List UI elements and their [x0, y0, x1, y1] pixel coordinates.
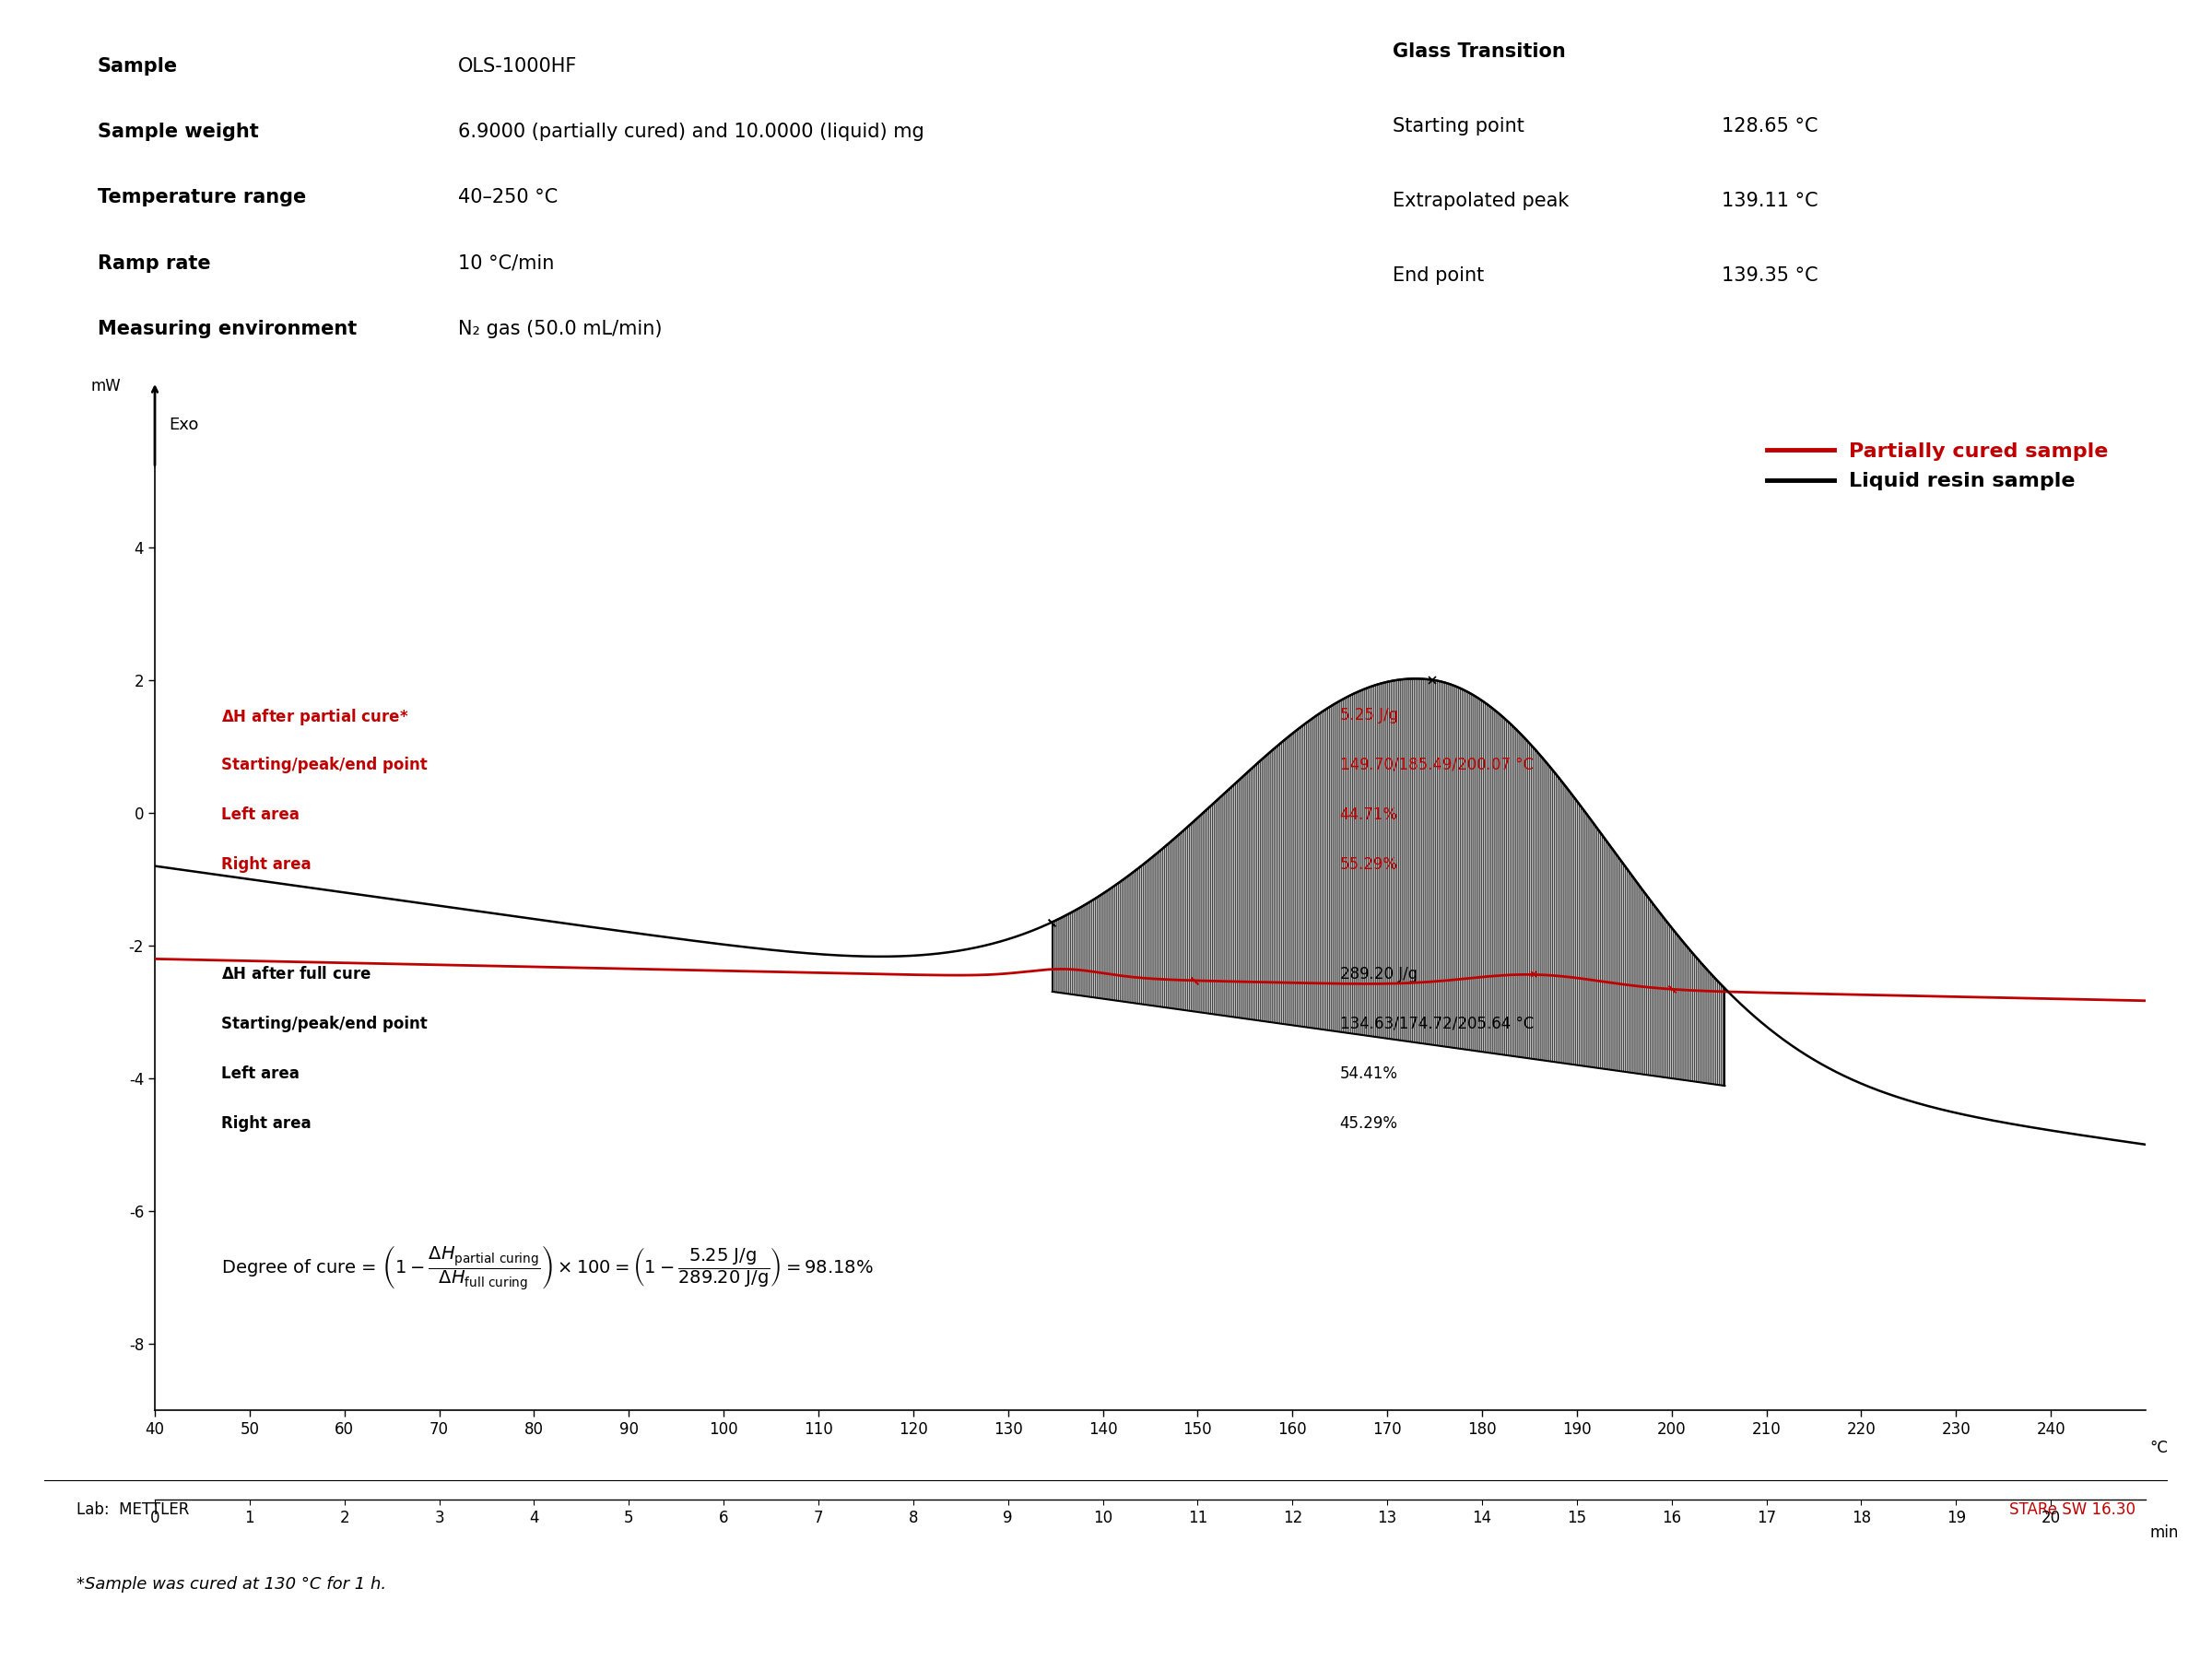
Text: 10 °C/min: 10 °C/min [458, 254, 555, 272]
Text: Temperature range: Temperature range [97, 189, 305, 207]
Text: $\mathbf{\Delta H}$ after full cure: $\mathbf{\Delta H}$ after full cure [221, 966, 372, 982]
Text: Starting/peak/end point: Starting/peak/end point [221, 757, 427, 773]
Text: Left area: Left area [221, 1065, 299, 1082]
Text: 149.70/185.49/200.07 °C: 149.70/185.49/200.07 °C [1340, 757, 1533, 773]
Text: Measuring environment: Measuring environment [97, 320, 356, 338]
Text: mW: mW [91, 378, 122, 395]
Text: Glass Transition: Glass Transition [1394, 41, 1566, 61]
Text: Starting point: Starting point [1394, 116, 1524, 136]
Text: Ramp rate: Ramp rate [97, 254, 210, 272]
Text: 6.9000 (partially cured) and 10.0000 (liquid) mg: 6.9000 (partially cured) and 10.0000 (li… [458, 123, 925, 141]
Text: Degree of cure = $\left(1 - \dfrac{\Delta H_{\mathrm{partial\ curing}}}{\Delta H: Degree of cure = $\left(1 - \dfrac{\Delt… [221, 1244, 874, 1292]
Text: 5.25 J/g: 5.25 J/g [1340, 707, 1398, 723]
Text: 289.20 J/g: 289.20 J/g [1340, 966, 1418, 982]
Text: 134.63/174.72/205.64 °C: 134.63/174.72/205.64 °C [1340, 1015, 1533, 1032]
Text: 45.29%: 45.29% [1340, 1115, 1398, 1131]
Text: STARe SW 16.30: STARe SW 16.30 [2011, 1501, 2137, 1518]
Text: Starting/peak/end point: Starting/peak/end point [221, 1015, 427, 1032]
Text: Right area: Right area [221, 856, 312, 873]
Text: Lab:  METTLER: Lab: METTLER [75, 1501, 188, 1518]
Text: 44.71%: 44.71% [1340, 806, 1398, 823]
Text: $\mathbf{\Delta H}$ after partial cure*: $\mathbf{\Delta H}$ after partial cure* [221, 707, 409, 727]
Text: End point: End point [1394, 265, 1484, 285]
Text: min: min [2150, 1525, 2179, 1541]
Text: Extrapolated peak: Extrapolated peak [1394, 191, 1568, 211]
Text: Right area: Right area [221, 1115, 312, 1131]
Text: °C: °C [2150, 1440, 2168, 1457]
Text: Sample: Sample [97, 56, 177, 76]
Text: 139.11 °C: 139.11 °C [1721, 191, 1818, 211]
Text: 54.41%: 54.41% [1340, 1065, 1398, 1082]
Text: Left area: Left area [221, 806, 299, 823]
Text: Exo: Exo [168, 416, 199, 433]
Text: 55.29%: 55.29% [1340, 856, 1398, 873]
Text: 128.65 °C: 128.65 °C [1721, 116, 1818, 136]
Legend: Partially cured sample, Liquid resin sample: Partially cured sample, Liquid resin sam… [1759, 435, 2117, 498]
Text: Sample weight: Sample weight [97, 123, 259, 141]
Text: OLS-1000HF: OLS-1000HF [458, 56, 577, 76]
Text: 40–250 °C: 40–250 °C [458, 189, 557, 207]
Text: 139.35 °C: 139.35 °C [1721, 265, 1818, 285]
Text: *Sample was cured at 130 °C for 1 h.: *Sample was cured at 130 °C for 1 h. [75, 1576, 385, 1593]
Text: N₂ gas (50.0 mL/min): N₂ gas (50.0 mL/min) [458, 320, 661, 338]
